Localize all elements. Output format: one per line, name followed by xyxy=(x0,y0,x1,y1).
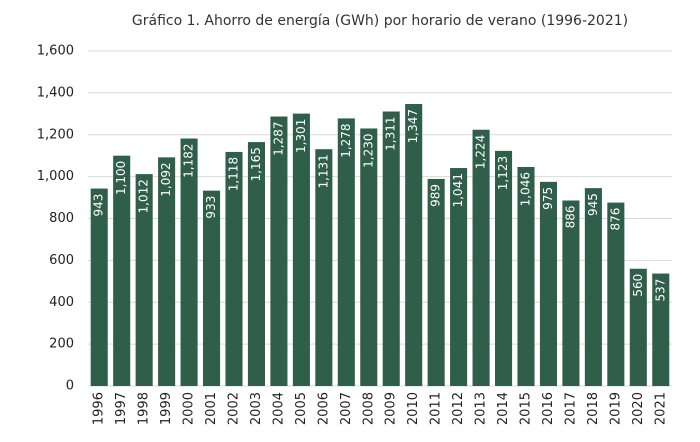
value-label: 945 xyxy=(586,193,600,216)
value-label: 1,347 xyxy=(406,109,420,143)
bar xyxy=(113,155,131,386)
bar xyxy=(652,273,670,386)
value-label: 1,311 xyxy=(384,117,398,151)
x-tick-label: 1999 xyxy=(159,392,174,425)
value-label: 876 xyxy=(608,208,622,231)
value-label: 933 xyxy=(204,196,218,219)
x-tick-label: 2003 xyxy=(249,392,264,425)
value-label: 886 xyxy=(563,205,577,228)
value-label: 1,123 xyxy=(496,156,510,190)
x-tick-label: 2010 xyxy=(406,392,421,425)
bar xyxy=(472,129,490,386)
x-tick-label: 2015 xyxy=(519,392,534,425)
y-tick-label: 1,600 xyxy=(37,44,74,59)
x-tick-label: 2012 xyxy=(451,392,466,425)
x-tick-label: 2016 xyxy=(541,392,556,425)
value-label: 1,041 xyxy=(451,173,465,207)
x-tick-label: 2013 xyxy=(474,392,489,425)
value-label: 1,046 xyxy=(519,172,533,206)
value-label: 1,230 xyxy=(361,133,375,167)
bar xyxy=(315,149,333,386)
bar xyxy=(382,111,400,387)
bar xyxy=(427,178,445,386)
value-label: 1,165 xyxy=(249,147,263,181)
x-tick-label: 2009 xyxy=(384,392,399,425)
value-label: 943 xyxy=(92,194,106,217)
chart-title: Gráfico 1. Ahorro de energía (GWh) por h… xyxy=(132,13,628,29)
x-tick-label: 2006 xyxy=(316,392,331,425)
bar xyxy=(495,150,513,386)
x-tick-label: 2014 xyxy=(496,392,511,425)
bar xyxy=(292,113,310,387)
bar xyxy=(158,157,176,386)
bar xyxy=(270,116,288,387)
x-tick-label: 1996 xyxy=(92,392,107,425)
value-label: 1,118 xyxy=(227,157,241,191)
value-label: 975 xyxy=(541,187,555,210)
value-label: 560 xyxy=(631,274,645,297)
bar xyxy=(562,200,580,386)
y-tick-label: 800 xyxy=(49,211,74,226)
value-label: 1,182 xyxy=(182,144,196,178)
y-tick-label: 1,400 xyxy=(37,85,74,100)
bar xyxy=(584,188,602,386)
y-tick-label: 0 xyxy=(66,379,74,394)
value-label: 1,092 xyxy=(159,162,173,196)
x-tick-label: 2019 xyxy=(608,392,623,425)
x-tick-label: 2008 xyxy=(361,392,376,425)
value-label: 1,012 xyxy=(137,179,151,213)
x-tick-label: 2017 xyxy=(563,392,578,425)
x-tick-label: 2011 xyxy=(429,392,444,425)
bar xyxy=(405,103,423,387)
y-tick-label: 200 xyxy=(49,337,74,352)
bar xyxy=(225,151,243,386)
bar xyxy=(539,181,557,386)
x-tick-label: 2001 xyxy=(204,392,219,425)
x-tick-label: 2004 xyxy=(271,392,286,425)
value-label: 537 xyxy=(653,279,667,302)
y-tick-label: 1,200 xyxy=(37,127,74,142)
bar xyxy=(247,142,265,386)
value-label: 989 xyxy=(429,184,443,207)
bar xyxy=(517,166,535,386)
bar xyxy=(607,202,625,386)
bar xyxy=(360,128,378,386)
y-tick-label: 600 xyxy=(49,253,74,268)
x-tick-label: 2018 xyxy=(586,392,601,425)
x-tick-label: 1998 xyxy=(137,392,152,425)
y-tick-label: 1,000 xyxy=(37,169,74,184)
bar xyxy=(203,190,221,386)
x-tick-label: 2021 xyxy=(653,392,668,425)
bar xyxy=(180,138,198,386)
x-tick-label: 1997 xyxy=(114,392,129,425)
value-label: 1,278 xyxy=(339,123,353,157)
x-tick-label: 2020 xyxy=(631,392,646,425)
value-label: 1,287 xyxy=(271,122,285,156)
bar xyxy=(337,118,355,386)
x-tick-label: 2005 xyxy=(294,392,309,425)
bar xyxy=(450,168,468,386)
value-label: 1,224 xyxy=(474,135,488,169)
x-tick-label: 2002 xyxy=(227,392,242,425)
bar xyxy=(90,188,108,386)
x-tick-label: 2000 xyxy=(182,392,197,425)
value-label: 1,301 xyxy=(294,119,308,153)
bar xyxy=(629,268,647,386)
value-label: 1,131 xyxy=(316,154,330,188)
x-tick-label: 2007 xyxy=(339,392,354,425)
value-label: 1,100 xyxy=(114,161,128,195)
bar xyxy=(135,174,153,386)
y-tick-label: 400 xyxy=(49,295,74,310)
